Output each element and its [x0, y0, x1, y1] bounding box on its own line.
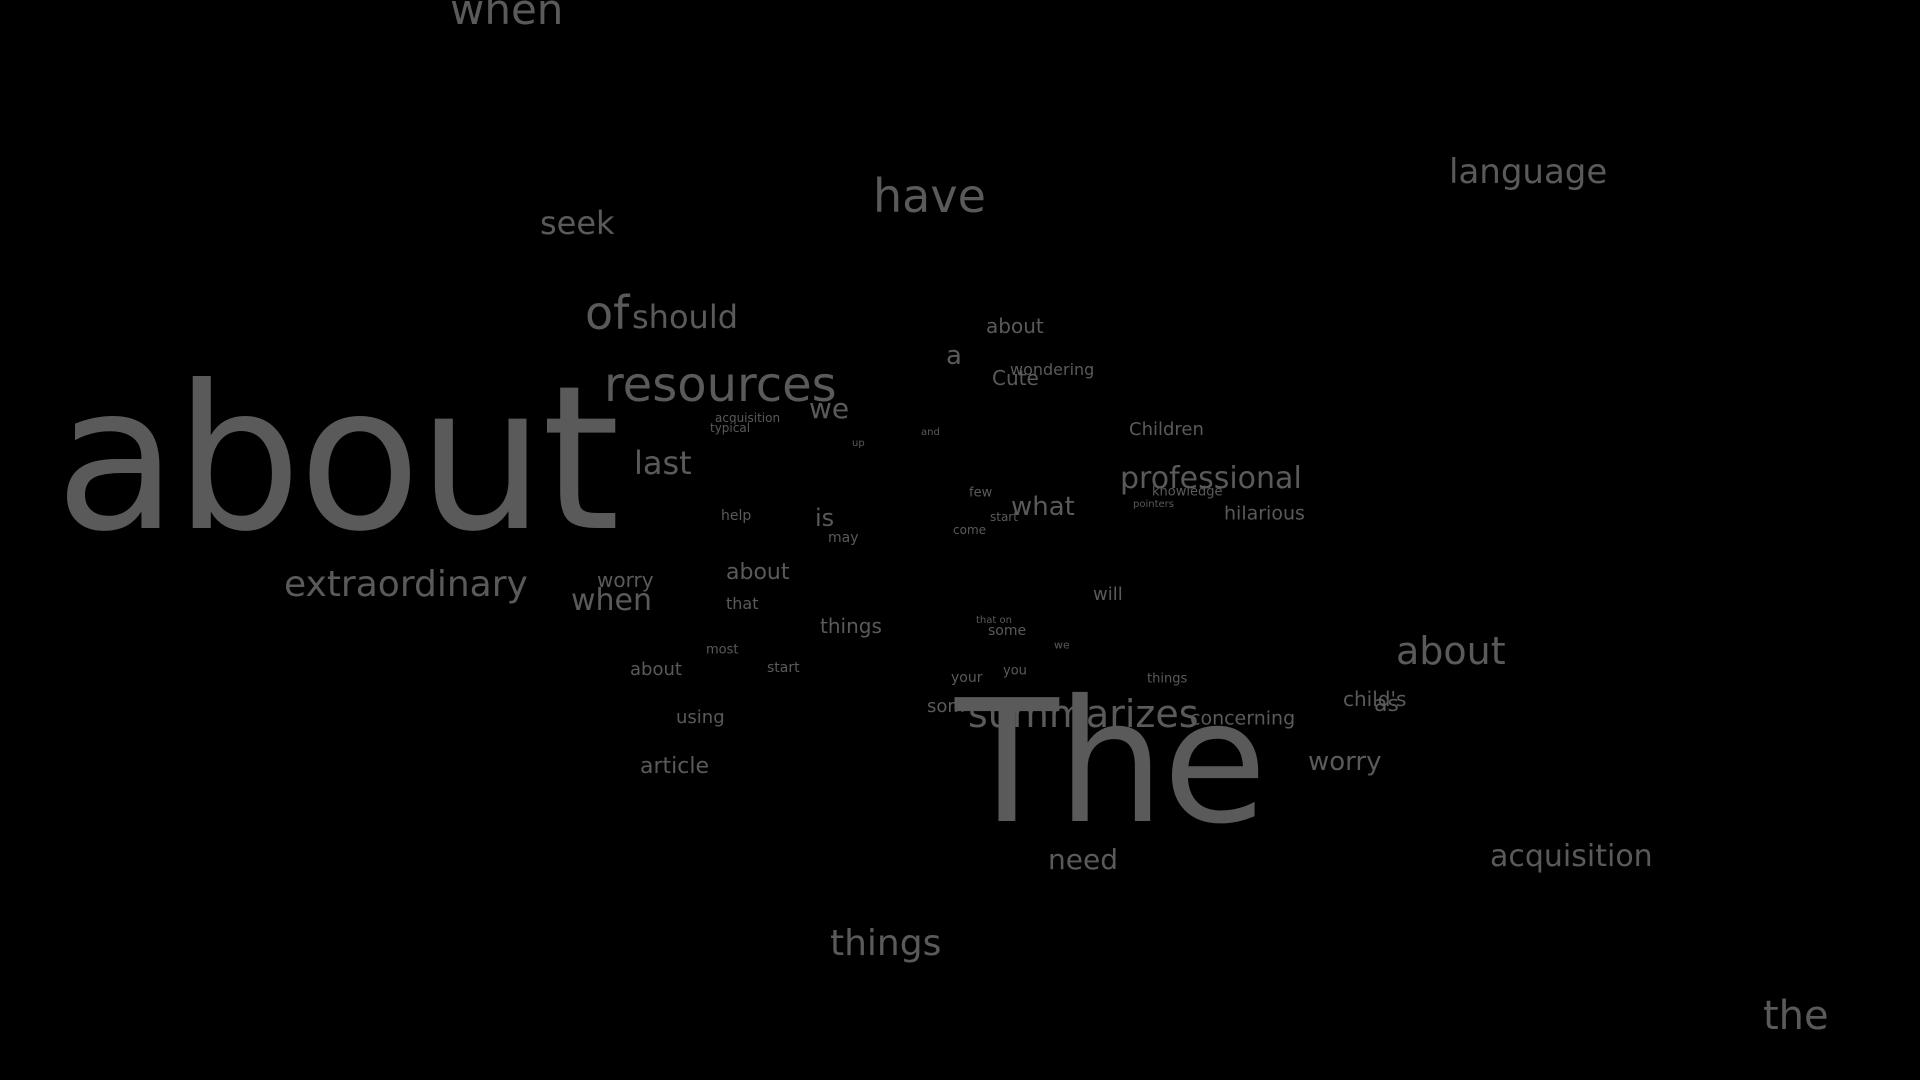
cloud-word: about	[55, 343, 620, 576]
cloud-word: and	[921, 427, 940, 438]
cloud-word: Cute	[992, 366, 1039, 390]
cloud-word: Children	[1129, 419, 1204, 440]
cloud-word: we	[1054, 638, 1070, 652]
cloud-word: The	[955, 664, 1267, 862]
cloud-word: worry	[1308, 747, 1382, 777]
cloud-word: acquisition	[1490, 839, 1653, 874]
cloud-word: things	[820, 614, 882, 638]
cloud-word: may	[828, 530, 859, 546]
cloud-word: some	[988, 623, 1027, 639]
cloud-word: things	[830, 923, 942, 964]
cloud-word: about	[630, 659, 682, 680]
cloud-word: help	[721, 508, 752, 524]
cloud-word: we	[809, 392, 850, 425]
cloud-word: last	[634, 444, 692, 482]
cloud-word: som	[927, 696, 965, 717]
cloud-word: concerning	[1190, 707, 1296, 730]
cloud-word: that	[726, 594, 759, 613]
cloud-word: using	[676, 707, 725, 728]
cloud-word: seek	[540, 204, 615, 242]
cloud-word: pointers	[1133, 499, 1174, 510]
cloud-word: about	[1396, 629, 1506, 673]
cloud-word: few	[969, 485, 993, 501]
cloud-word: worry	[597, 568, 654, 592]
cloud-word: the	[1763, 993, 1829, 1039]
cloud-word: article	[640, 754, 710, 779]
cloud-word: a	[946, 341, 962, 371]
cloud-word: most	[706, 642, 739, 658]
cloud-word: about	[726, 560, 790, 585]
cloud-word: professional	[1120, 461, 1302, 496]
cloud-word: of	[585, 286, 630, 340]
cloud-word: when	[450, 0, 564, 34]
cloud-word: things	[1147, 671, 1188, 687]
cloud-word: need	[1048, 843, 1118, 876]
cloud-word: language	[1449, 152, 1608, 192]
cloud-word: knowledge	[1152, 484, 1223, 500]
cloud-word: typical	[710, 421, 751, 435]
cloud-word: hilarious	[1224, 502, 1305, 525]
cloud-word: should	[632, 298, 739, 336]
cloud-word: summarizes	[968, 692, 1199, 736]
cloud-word: wondering	[1010, 360, 1095, 379]
cloud-word: is	[815, 504, 835, 532]
cloud-word: resources	[604, 357, 837, 413]
cloud-word: when	[571, 583, 653, 618]
cloud-word: you	[1003, 663, 1027, 679]
cloud-word: about	[986, 314, 1044, 338]
cloud-word: up	[852, 438, 865, 449]
cloud-word: will	[1093, 584, 1123, 605]
cloud-word: your	[951, 670, 983, 686]
cloud-word: what	[1011, 492, 1075, 522]
cloud-word: child's	[1343, 687, 1407, 711]
cloud-word: extraordinary	[284, 564, 528, 605]
cloud-word: come	[953, 523, 987, 537]
cloud-word: have	[873, 169, 986, 223]
cloud-word: acquisition	[715, 411, 781, 425]
cloud-word: start	[767, 660, 800, 676]
cloud-word: that on	[976, 615, 1012, 626]
cloud-word: start	[990, 510, 1018, 524]
cloud-word: as	[1374, 692, 1399, 717]
